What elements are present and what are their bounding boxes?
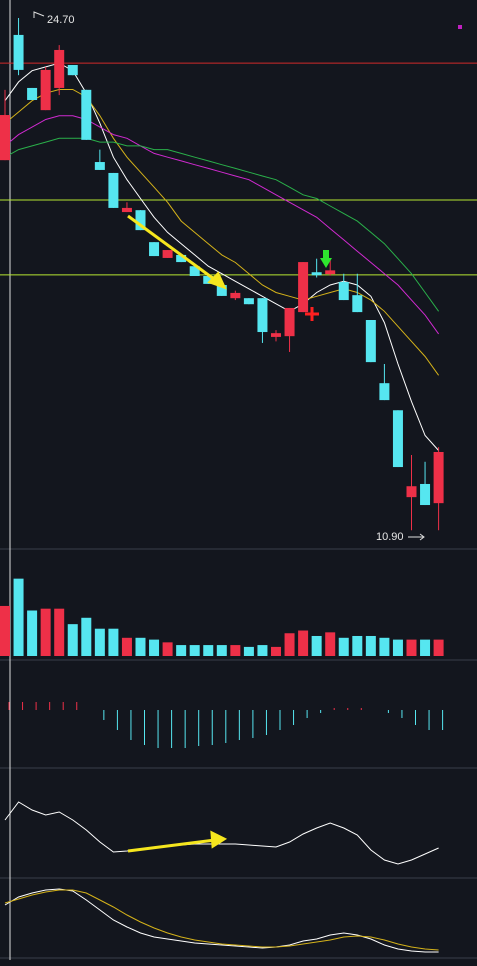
candle-body: [149, 242, 160, 257]
candle-body: [40, 69, 51, 111]
moving-average: [4, 62, 439, 451]
high-label: 24.70: [47, 14, 75, 26]
volume-bar: [81, 617, 92, 656]
low-label: 10.90: [376, 531, 404, 543]
volume-bar: [352, 635, 363, 656]
marker: [458, 25, 462, 29]
candle-body: [392, 410, 403, 468]
candle-body: [67, 65, 78, 76]
volume-bar: [311, 635, 322, 656]
volume-bar: [379, 637, 390, 656]
volume-bar: [40, 608, 51, 656]
candle-body: [216, 285, 227, 296]
volume-bar: [27, 610, 38, 656]
moving-average: [4, 115, 440, 335]
volume-bar: [325, 632, 336, 656]
volume-bar: [162, 642, 173, 656]
volume-bar: [121, 637, 132, 656]
volume-bar: [216, 645, 227, 656]
volume-bar: [67, 624, 78, 656]
volume-bar: [365, 635, 376, 656]
candle-body: [54, 49, 65, 88]
high-pointer: [33, 11, 45, 18]
volume-bar: [257, 645, 268, 656]
oscillator-line: [4, 801, 439, 865]
candle-body: [108, 172, 119, 208]
volume-bar: [94, 628, 105, 656]
candle-body: [0, 115, 10, 161]
trend-arrows: [127, 214, 228, 853]
candle-body: [176, 254, 187, 263]
volume-bar: [13, 578, 24, 656]
volume-bar: [420, 639, 431, 656]
candle-body: [406, 486, 417, 498]
volume-bar: [189, 645, 200, 656]
candle-body: [365, 319, 376, 363]
volume-bar: [176, 645, 187, 656]
volume-bar: [284, 633, 295, 656]
candle-body: [420, 483, 431, 506]
candle-body: [284, 307, 295, 337]
candle-body: [94, 162, 105, 170]
volume-bar: [243, 646, 254, 656]
candle-body: [81, 89, 92, 140]
candle-body: [352, 295, 363, 313]
moving-average: [4, 137, 440, 312]
candle-body: [311, 272, 322, 276]
volume-bar: [203, 645, 214, 656]
candle-body: [121, 207, 132, 213]
sell-signal: [305, 307, 319, 321]
candle-body: [230, 292, 241, 299]
candle-body: [203, 275, 214, 284]
volume-bar: [392, 639, 403, 656]
marks: [0, 18, 477, 953]
volume-bar: [135, 637, 146, 656]
volume-bar: [54, 608, 65, 656]
volume-bar: [230, 645, 241, 656]
candle-body: [13, 34, 24, 70]
candle-body: [298, 262, 309, 313]
candle-body: [189, 266, 200, 276]
volume-bar: [298, 630, 309, 656]
volume-bar: [149, 639, 160, 656]
volume-bar: [406, 639, 417, 656]
candle-body: [135, 210, 146, 231]
candle-body: [257, 298, 268, 333]
candle-body: [27, 87, 38, 100]
kd-line: [4, 889, 439, 951]
candle-body: [271, 333, 281, 337]
panel-borders: [0, 548, 477, 959]
candle-body: [162, 250, 173, 258]
candle-body: [433, 452, 444, 504]
candle-body: [379, 383, 390, 401]
volume-bar: [0, 605, 10, 656]
buy-signal: [320, 250, 332, 268]
candle-body: [243, 298, 254, 305]
volume-bar: [108, 628, 119, 656]
volume-bar: [433, 639, 444, 656]
volume-bar: [338, 637, 349, 656]
low-pointer: [408, 533, 425, 541]
moving-average: [4, 89, 440, 376]
candle-body: [325, 270, 336, 275]
volume-bar: [271, 646, 281, 656]
candle-body: [338, 282, 349, 301]
kd-line: [4, 888, 439, 953]
